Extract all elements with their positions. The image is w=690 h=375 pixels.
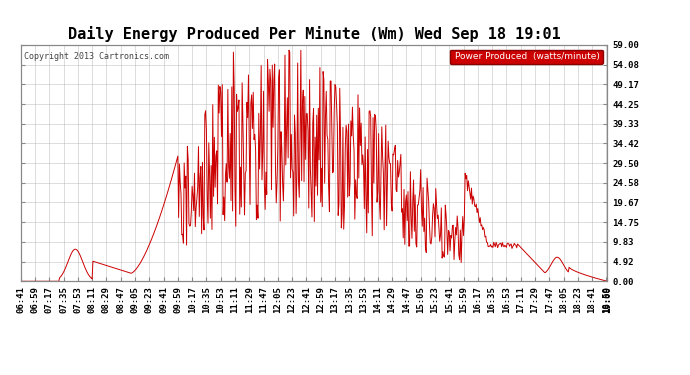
Legend: Power Produced  (watts/minute): Power Produced (watts/minute) — [450, 50, 602, 64]
Text: Copyright 2013 Cartronics.com: Copyright 2013 Cartronics.com — [23, 52, 168, 61]
Title: Daily Energy Produced Per Minute (Wm) Wed Sep 18 19:01: Daily Energy Produced Per Minute (Wm) We… — [68, 27, 560, 42]
